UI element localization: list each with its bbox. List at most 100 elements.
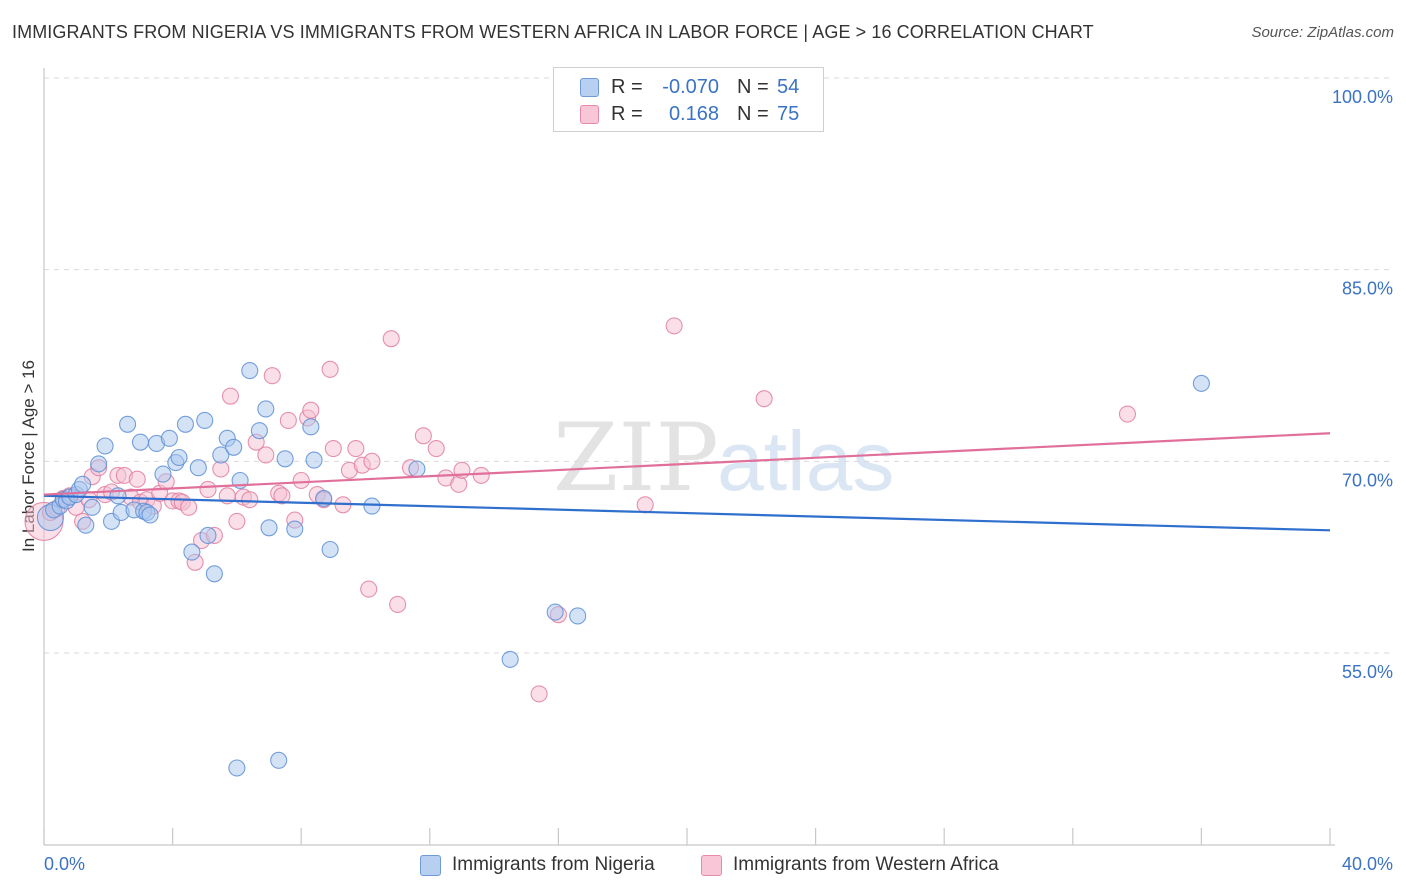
western-africa-point bbox=[273, 487, 291, 505]
correlation-legend: R = -0.070 N = 54 R = 0.168 N = 75 bbox=[553, 67, 824, 132]
western-africa-point bbox=[128, 470, 146, 488]
western-africa-point bbox=[279, 411, 297, 429]
nigeria-point bbox=[363, 497, 381, 515]
nigeria-point bbox=[501, 650, 519, 668]
nigeria-point bbox=[228, 759, 246, 777]
trend-lines bbox=[43, 432, 1331, 532]
western-africa-point bbox=[302, 401, 320, 419]
nigeria-point bbox=[225, 438, 243, 456]
legend-r-label: R = bbox=[611, 75, 643, 98]
bottom-legend-swatch-western-africa bbox=[701, 854, 722, 876]
legend-swatch-western-africa bbox=[580, 104, 599, 124]
nigeria-point bbox=[546, 603, 564, 621]
legend-n-label: N = bbox=[737, 75, 769, 98]
nigeria-point bbox=[77, 516, 95, 534]
nigeria-trend-line bbox=[43, 494, 1331, 532]
nigeria-point bbox=[241, 362, 259, 380]
western-africa-point bbox=[360, 580, 378, 598]
nigeria-point bbox=[305, 451, 323, 469]
legend-r-value: -0.070 bbox=[662, 75, 719, 98]
y-tick-label: 100.0% bbox=[1332, 87, 1393, 107]
nigeria-point bbox=[569, 607, 587, 625]
western-africa-point bbox=[636, 496, 654, 514]
legend-row-nigeria: R = -0.070 N = 54 bbox=[580, 74, 799, 100]
y-tick-labels: 55.0% 70.0% 85.0% 100.0% bbox=[1332, 87, 1393, 682]
nigeria-point bbox=[83, 498, 101, 516]
nigeria-point bbox=[270, 751, 288, 769]
western-africa-point bbox=[321, 360, 339, 378]
nigeria-point bbox=[302, 418, 320, 436]
watermark-zip: ZIP bbox=[553, 404, 719, 513]
nigeria-point bbox=[205, 565, 223, 583]
x-tick-label: 0.0% bbox=[44, 854, 85, 874]
nigeria-point bbox=[250, 422, 268, 440]
nigeria-point bbox=[408, 460, 426, 478]
x-tick-labels: 0.0% 40.0% bbox=[44, 854, 1393, 874]
chart-source: Source: ZipAtlas.com bbox=[1251, 24, 1394, 41]
western-africa-point bbox=[347, 440, 365, 458]
western-africa-point bbox=[324, 440, 342, 458]
legend-n-value: 54 bbox=[777, 75, 800, 98]
western-africa-point bbox=[263, 367, 281, 385]
western-africa-point bbox=[414, 427, 432, 445]
nigeria-point bbox=[141, 506, 159, 524]
nigeria-point bbox=[170, 448, 188, 467]
western-africa-point bbox=[363, 452, 381, 470]
bottom-legend-label-western-africa: Immigrants from Western Africa bbox=[733, 854, 999, 875]
western-africa-point bbox=[389, 595, 407, 613]
bottom-legend-label-nigeria: Immigrants from Nigeria bbox=[452, 854, 655, 875]
chart-title: IMMIGRANTS FROM NIGERIA VS IMMIGRANTS FR… bbox=[12, 22, 1094, 42]
nigeria-point bbox=[154, 465, 172, 483]
axes bbox=[43, 68, 1335, 846]
western-africa-point bbox=[257, 446, 275, 464]
x-tick-marks bbox=[43, 828, 1331, 845]
nigeria-point bbox=[160, 429, 178, 447]
western-africa-point bbox=[228, 512, 246, 530]
bottom-legend-swatch-nigeria bbox=[420, 854, 441, 876]
bottom-legend-nigeria: Immigrants from Nigeria bbox=[420, 852, 655, 878]
western-africa-point bbox=[292, 471, 310, 490]
western-africa-point bbox=[199, 480, 217, 498]
legend-swatch-nigeria bbox=[580, 77, 599, 97]
western-africa-point bbox=[472, 466, 490, 484]
nigeria-point bbox=[90, 455, 108, 473]
y-tick-label: 55.0% bbox=[1342, 662, 1393, 682]
y-axis-label: In Labor Force | Age > 16 bbox=[19, 360, 38, 552]
western-africa-point bbox=[180, 498, 198, 516]
western-africa-trend-line bbox=[43, 432, 1331, 496]
legend-r-label: R = bbox=[611, 102, 643, 125]
y-tick-label: 70.0% bbox=[1342, 470, 1393, 490]
nigeria-point bbox=[1192, 374, 1210, 392]
nigeria-point bbox=[257, 400, 275, 418]
legend-row-western-africa: R = 0.168 N = 75 bbox=[580, 101, 799, 127]
y-tick-label: 85.0% bbox=[1342, 279, 1393, 299]
western-africa-point bbox=[1118, 405, 1137, 423]
nigeria-point bbox=[199, 526, 217, 544]
nigeria-point bbox=[119, 415, 137, 433]
nigeria-point bbox=[321, 540, 339, 559]
western-africa-point bbox=[241, 491, 259, 509]
nigeria-point bbox=[96, 437, 114, 455]
nigeria-point bbox=[176, 415, 195, 433]
legend-n-value: 75 bbox=[777, 102, 800, 125]
nigeria-point bbox=[212, 446, 230, 464]
x-tick-label: 40.0% bbox=[1342, 854, 1393, 874]
nigeria-point bbox=[189, 459, 207, 477]
nigeria-point bbox=[74, 475, 92, 493]
legend-n-label: N = bbox=[737, 102, 769, 125]
nigeria-point bbox=[276, 450, 294, 468]
nigeria-point bbox=[196, 411, 214, 429]
western-africa-point bbox=[665, 317, 683, 335]
western-africa-point bbox=[755, 390, 773, 408]
western-africa-point bbox=[450, 475, 468, 493]
western-africa-point bbox=[427, 440, 445, 458]
bottom-legend-western-africa: Immigrants from Western Africa bbox=[701, 852, 999, 878]
legend-r-value: 0.168 bbox=[668, 102, 719, 125]
nigeria-point bbox=[131, 433, 149, 451]
western-africa-point bbox=[221, 387, 240, 405]
nigeria-point bbox=[183, 543, 201, 561]
western-africa-point bbox=[530, 685, 548, 703]
nigeria-point bbox=[286, 520, 304, 538]
nigeria-point bbox=[260, 519, 278, 537]
